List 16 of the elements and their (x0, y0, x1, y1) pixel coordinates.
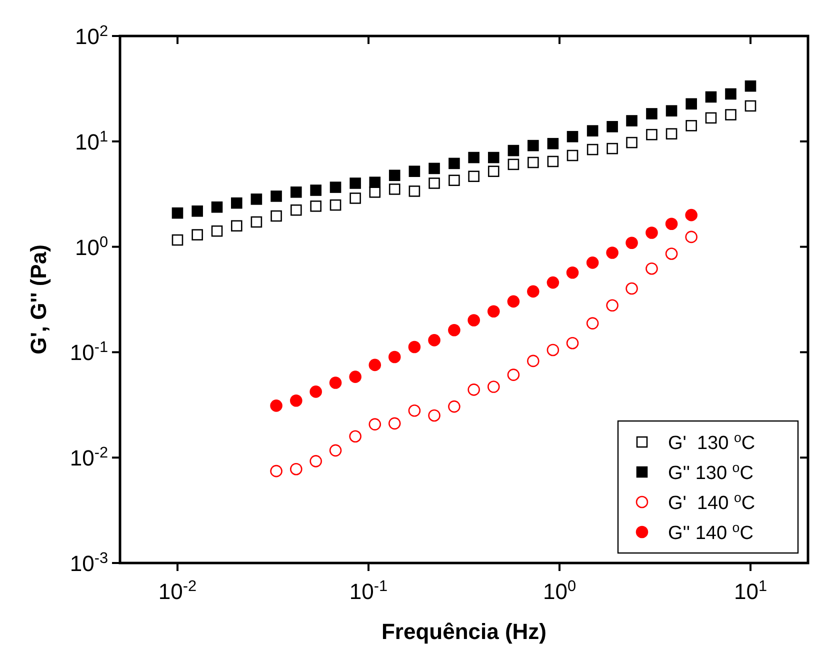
y-axis-title: G', G'' (Pa) (26, 244, 51, 354)
y-tick-label: 10$^{-3}$ (70, 550, 108, 576)
x-tick-label: 10$^{1}$ (734, 578, 768, 604)
y-tick-label: 10$^{1}$ (74, 128, 108, 154)
legend-label: G'' 130 $^{o}$C (668, 460, 754, 484)
y-tick-label: 10$^{-2}$ (70, 444, 108, 471)
x-tick-label: 10$^{0}$ (542, 578, 576, 604)
x-tick-label: 10$^{-1}$ (349, 578, 388, 604)
legend-label: G' 130 $^{o}$C (668, 430, 756, 454)
legend-label: G' 140 $^{o}$C (668, 490, 756, 514)
x-axis-title: Frequência (Hz) (381, 619, 547, 644)
x-tick-label: 10$^{-2}$ (158, 578, 197, 604)
y-tick-label: 10$^{-1}$ (70, 338, 108, 366)
legend-label: G'' 140 $^{o}$C (668, 520, 754, 544)
y-tick-label: 10$^{2}$ (74, 22, 108, 49)
y-tick-label: 10$^{0}$ (74, 233, 108, 260)
